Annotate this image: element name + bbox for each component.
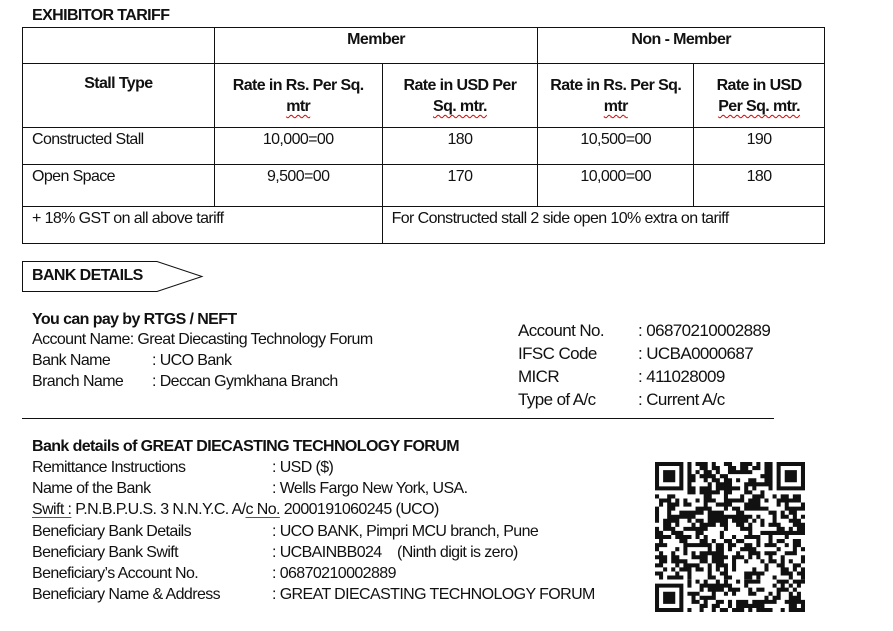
- remittance-value: : USD ($): [272, 459, 334, 476]
- account-name: Account Name: Great Diecasting Technolog…: [32, 331, 373, 348]
- nonmember-rs-header: Rate in Rs. Per Sq. mtr: [537, 63, 695, 128]
- account-no-value: : 06870210002889: [638, 321, 771, 340]
- gst-note: + 18% GST on all above tariff: [22, 206, 383, 244]
- non-member-header: Non - Member: [537, 27, 825, 64]
- bank-details-title: BANK DETAILS: [32, 267, 143, 284]
- micr-label: MICR: [518, 367, 560, 386]
- tariff-title: EXHIBITOR TARIFF: [32, 7, 170, 24]
- branch-name-value: : Deccan Gymkhana Branch: [152, 373, 338, 390]
- table-row: Open Space 9,500=00 170 10,000=00 180: [22, 164, 825, 207]
- ifsc-value: : UCBA0000687: [638, 344, 754, 363]
- rate-cell: 10,000=00: [213, 127, 383, 165]
- beneficiary-swift-label: Beneficiary Bank Swift: [32, 544, 179, 561]
- nonmember-usd-header: Rate in USD Per Sq. mtr.: [693, 63, 825, 128]
- bank-label: Name of the Bank: [32, 480, 151, 497]
- micr-value: : 411028009: [638, 367, 725, 386]
- beneficiary-account-label: Beneficiary’s Account No.: [32, 565, 199, 582]
- branch-name-label: Branch Name: [32, 373, 124, 390]
- stall-type-cell: Open Space: [22, 164, 215, 207]
- pay-method: You can pay by RTGS / NEFT: [32, 311, 237, 328]
- table-row: Constructed Stall 10,000=00 180 10,500=0…: [22, 127, 825, 165]
- beneficiary-name-value: : GREAT DIECASTING TECHNOLOGY FORUM: [272, 586, 595, 603]
- rate-cell: 190: [693, 127, 825, 165]
- bank-value: : Wells Fargo New York, USA.: [272, 480, 468, 497]
- qr-code-icon: [655, 462, 805, 612]
- remittance-label: Remittance Instructions: [32, 459, 186, 476]
- bank-name-value: : UCO Bank: [152, 352, 232, 369]
- tariff-table: Member Non - Member Stall Type Rate in R…: [22, 27, 826, 244]
- rate-cell: 180: [693, 164, 825, 207]
- member-header: Member: [213, 27, 539, 64]
- beneficiary-name-label: Beneficiary Name & Address: [32, 586, 221, 603]
- bank-details-arrow-box: [22, 261, 204, 292]
- rate-cell: 170: [381, 164, 539, 207]
- intl-bank-title: Bank details of GREAT DIECASTING TECHNOL…: [32, 438, 460, 455]
- rate-cell: 10,000=00: [537, 164, 695, 207]
- qr-modules: [655, 462, 805, 612]
- empty-header-cell: [22, 27, 215, 64]
- rate-cell: 10,500=00: [537, 127, 695, 165]
- account-type-label: Type of A/c: [518, 390, 596, 409]
- member-usd-header: Rate in USD Per Sq. mtr.: [381, 63, 539, 128]
- beneficiary-swift-value: : UCBAINBB024 (Ninth digit is zero): [272, 544, 518, 561]
- stall-type-header: Stall Type: [22, 63, 215, 128]
- stall-type-cell: Constructed Stall: [22, 127, 215, 165]
- beneficiary-bank-value: : UCO BANK, Pimpri MCU branch, Pune: [272, 523, 539, 540]
- bank-name-label: Bank Name: [32, 352, 111, 369]
- divider: [22, 418, 774, 419]
- rate-cell: 180: [381, 127, 539, 165]
- constructed-stall-note: For Constructed stall 2 side open 10% ex…: [381, 206, 826, 244]
- account-no-label: Account No.: [518, 321, 605, 340]
- rate-cell: 9,500=00: [213, 164, 383, 207]
- beneficiary-bank-label: Beneficiary Bank Details: [32, 523, 192, 540]
- account-type-value: : Current A/c: [638, 390, 725, 409]
- swift-line: Swift : P.N.B.P.U.S. 3 N.N.Y.C. A/c No. …: [32, 501, 439, 518]
- member-rs-header: Rate in Rs. Per Sq. mtr: [213, 63, 383, 128]
- beneficiary-account-value: : 06870210002889: [272, 565, 396, 582]
- ifsc-label: IFSC Code: [518, 344, 597, 363]
